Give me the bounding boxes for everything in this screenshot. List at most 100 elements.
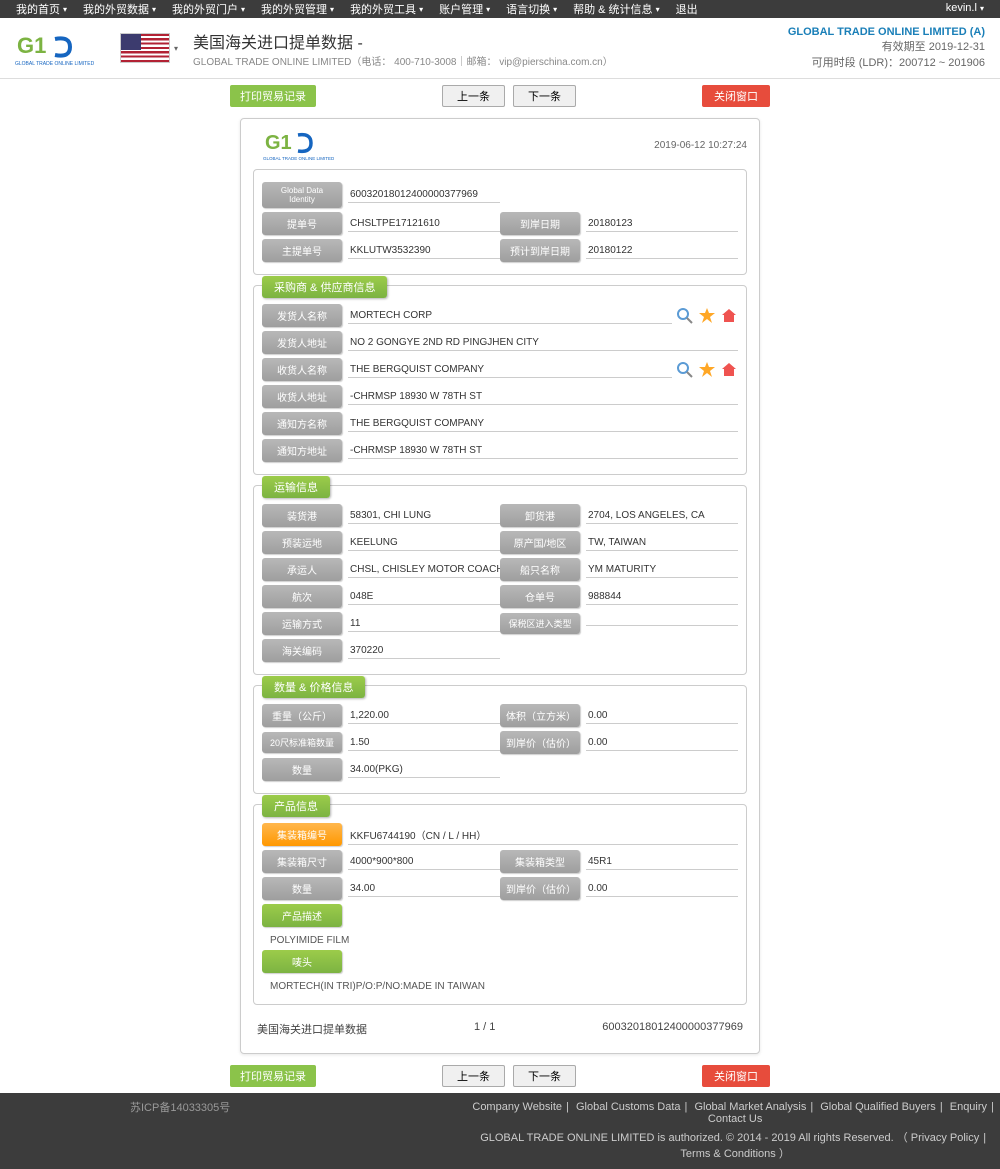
top-nav: 我的首页▾ 我的外贸数据▾ 我的外贸门户▾ 我的外贸管理▾ 我的外贸工具▾ 账户… (0, 0, 1000, 18)
nav-user[interactable]: kevin.l ▾ (938, 0, 992, 18)
search-icon[interactable] (676, 361, 694, 379)
container-size-label: 集装箱尺寸 (262, 850, 342, 873)
pager-left: 美国海关进口提单数据 (257, 1021, 367, 1037)
next-button[interactable]: 下一条 (513, 85, 576, 107)
notify-name: THE BERGQUIST COMPANY (348, 416, 738, 432)
product-section: 产品信息 集装箱编号KKFU6744190（CN / L / HH） 集装箱尺寸… (253, 804, 747, 1005)
bill-value: CHSLTPE17121610 (348, 216, 500, 232)
nav-home[interactable]: 我的首页▾ (8, 0, 75, 18)
shipper-addr-label: 发货人地址 (262, 331, 342, 354)
footer-link-0[interactable]: Company Website (472, 1101, 562, 1113)
site-footer: 苏ICP备14033305号 Company Website| Global C… (0, 1093, 1000, 1169)
flag-us-icon (120, 33, 170, 63)
next-button-bottom[interactable]: 下一条 (513, 1065, 576, 1087)
est-value: 20180122 (586, 243, 738, 259)
svg-text:GLOBAL TRADE ONLINE LIMITED: GLOBAL TRADE ONLINE LIMITED (15, 61, 95, 66)
preload: KEELUNG (348, 535, 500, 551)
home-icon[interactable] (720, 361, 738, 379)
container-size: 4000*900*800 (348, 854, 500, 870)
prod-qty: 34.00 (348, 881, 500, 897)
volume: 0.00 (586, 708, 738, 724)
panel-logo: G1 GLOBAL TRADE ONLINE LIMITED (253, 129, 338, 161)
est-label: 预计到岸日期 (500, 239, 580, 262)
consignee-addr-label: 收货人地址 (262, 385, 342, 408)
main-panel: G1GLOBAL TRADE ONLINE LIMITED 2019-06-12… (240, 118, 760, 1054)
load-port-label: 装货港 (262, 504, 342, 527)
page-header: G1GLOBAL TRADE ONLINE LIMITED ▾ 美国海关进口提单… (0, 18, 1000, 79)
count: 34.00(PKG) (348, 762, 500, 778)
desc-label: 产品描述 (262, 904, 342, 927)
nav-logout[interactable]: 退出 (668, 0, 706, 18)
voyage-label: 航次 (262, 585, 342, 608)
teu: 1.50 (348, 735, 500, 751)
print-button-bottom[interactable]: 打印贸易记录 (230, 1065, 316, 1087)
privacy-link[interactable]: Privacy Policy (911, 1132, 979, 1144)
close-button-bottom[interactable]: 关闭窗口 (702, 1065, 770, 1087)
footer-link-2[interactable]: Global Market Analysis (694, 1101, 806, 1113)
notify-name-label: 通知方名称 (262, 412, 342, 435)
svg-text:G1: G1 (265, 132, 292, 154)
copyright: GLOBAL TRADE ONLINE LIMITED is authorize… (480, 1132, 908, 1144)
product-title: 产品信息 (262, 795, 330, 817)
gdi-label: Global Data Identity (262, 182, 342, 208)
weight-label: 重量（公斤） (262, 704, 342, 727)
count-label: 数量 (262, 758, 342, 781)
footer-link-4[interactable]: Enquiry (950, 1101, 987, 1113)
consignee-name: THE BERGQUIST COMPANY (348, 362, 672, 378)
close-button[interactable]: 关闭窗口 (702, 85, 770, 107)
mark-value: MORTECH(IN TRI)P/O:P/NO:MADE IN TAIWAN (262, 977, 493, 996)
pager-center: 1 / 1 (474, 1021, 495, 1037)
qty-section: 数量 & 价格信息 重量（公斤）1,220.00 体积（立方米）0.00 20尺… (253, 685, 747, 794)
print-button[interactable]: 打印贸易记录 (230, 85, 316, 107)
shipper-name: MORTECH CORP (348, 308, 672, 324)
master-label: 主提单号 (262, 239, 342, 262)
master-value: KKLUTW3532390 (348, 243, 500, 259)
nav-portal[interactable]: 我的外贸门户▾ (164, 0, 253, 18)
nav-help[interactable]: 帮助 & 统计信息▾ (565, 0, 667, 18)
svg-text:G1: G1 (17, 33, 46, 58)
carrier-label: 承运人 (262, 558, 342, 581)
icp: 苏ICP备14033305号 (0, 1099, 230, 1163)
discharge-port: 2704, LOS ANGELES, CA (586, 508, 738, 524)
terms-link[interactable]: Terms & Conditions (680, 1148, 775, 1160)
nav-tools[interactable]: 我的外贸工具▾ (342, 0, 431, 18)
pager-right: 60032018012400000377969 (602, 1021, 743, 1037)
warehouse: 988844 (586, 589, 738, 605)
button-bar-top: 打印贸易记录 上一条 下一条 关闭窗口 (0, 79, 1000, 113)
nav-manage[interactable]: 我的外贸管理▾ (253, 0, 342, 18)
container-no: KKFU6744190（CN / L / HH） (348, 825, 738, 845)
footer-link-3[interactable]: Global Qualified Buyers (820, 1101, 936, 1113)
hs: 370220 (348, 643, 500, 659)
gdi-value: 60032018012400000377969 (348, 187, 500, 203)
arrive-label: 到岸日期 (500, 212, 580, 235)
nav-account[interactable]: 账户管理▾ (431, 0, 498, 18)
nav-lang[interactable]: 语言切换▾ (498, 0, 565, 18)
transport-section: 运输信息 装货港58301, CHI LUNG 卸货港2704, LOS ANG… (253, 485, 747, 675)
container-no-label: 集装箱编号 (262, 823, 342, 846)
consignee-addr: -CHRMSP 18930 W 78TH ST (348, 389, 738, 405)
mode: 11 (348, 616, 500, 632)
svg-text:GLOBAL TRADE ONLINE LIMITED: GLOBAL TRADE ONLINE LIMITED (263, 156, 335, 161)
vessel: YM MATURITY (586, 562, 738, 578)
qty-cif: 0.00 (586, 735, 738, 751)
footer-link-1[interactable]: Global Customs Data (576, 1101, 681, 1113)
warehouse-label: 仓单号 (500, 585, 580, 608)
prev-button-bottom[interactable]: 上一条 (442, 1065, 505, 1087)
star-icon[interactable] (698, 307, 716, 325)
footer-link-5[interactable]: Contact Us (708, 1113, 762, 1125)
prod-cif: 0.00 (586, 881, 738, 897)
nav-data[interactable]: 我的外贸数据▾ (75, 0, 164, 18)
star-icon[interactable] (698, 361, 716, 379)
prev-button[interactable]: 上一条 (442, 85, 505, 107)
page-title: 美国海关进口提单数据 - (193, 29, 613, 53)
vessel-label: 船只名称 (500, 558, 580, 581)
mode-label: 运输方式 (262, 612, 342, 635)
voyage: 048E (348, 589, 500, 605)
home-icon[interactable] (720, 307, 738, 325)
arrive-value: 20180123 (586, 216, 738, 232)
search-icon[interactable] (676, 307, 694, 325)
header-company: GLOBAL TRADE ONLINE LIMITED (A) (788, 26, 985, 38)
container-type-label: 集装箱类型 (500, 850, 580, 873)
identity-section: Global Data Identity 60032018012400000377… (253, 169, 747, 275)
carrier: CHSL, CHISLEY MOTOR COACHES (348, 562, 500, 578)
